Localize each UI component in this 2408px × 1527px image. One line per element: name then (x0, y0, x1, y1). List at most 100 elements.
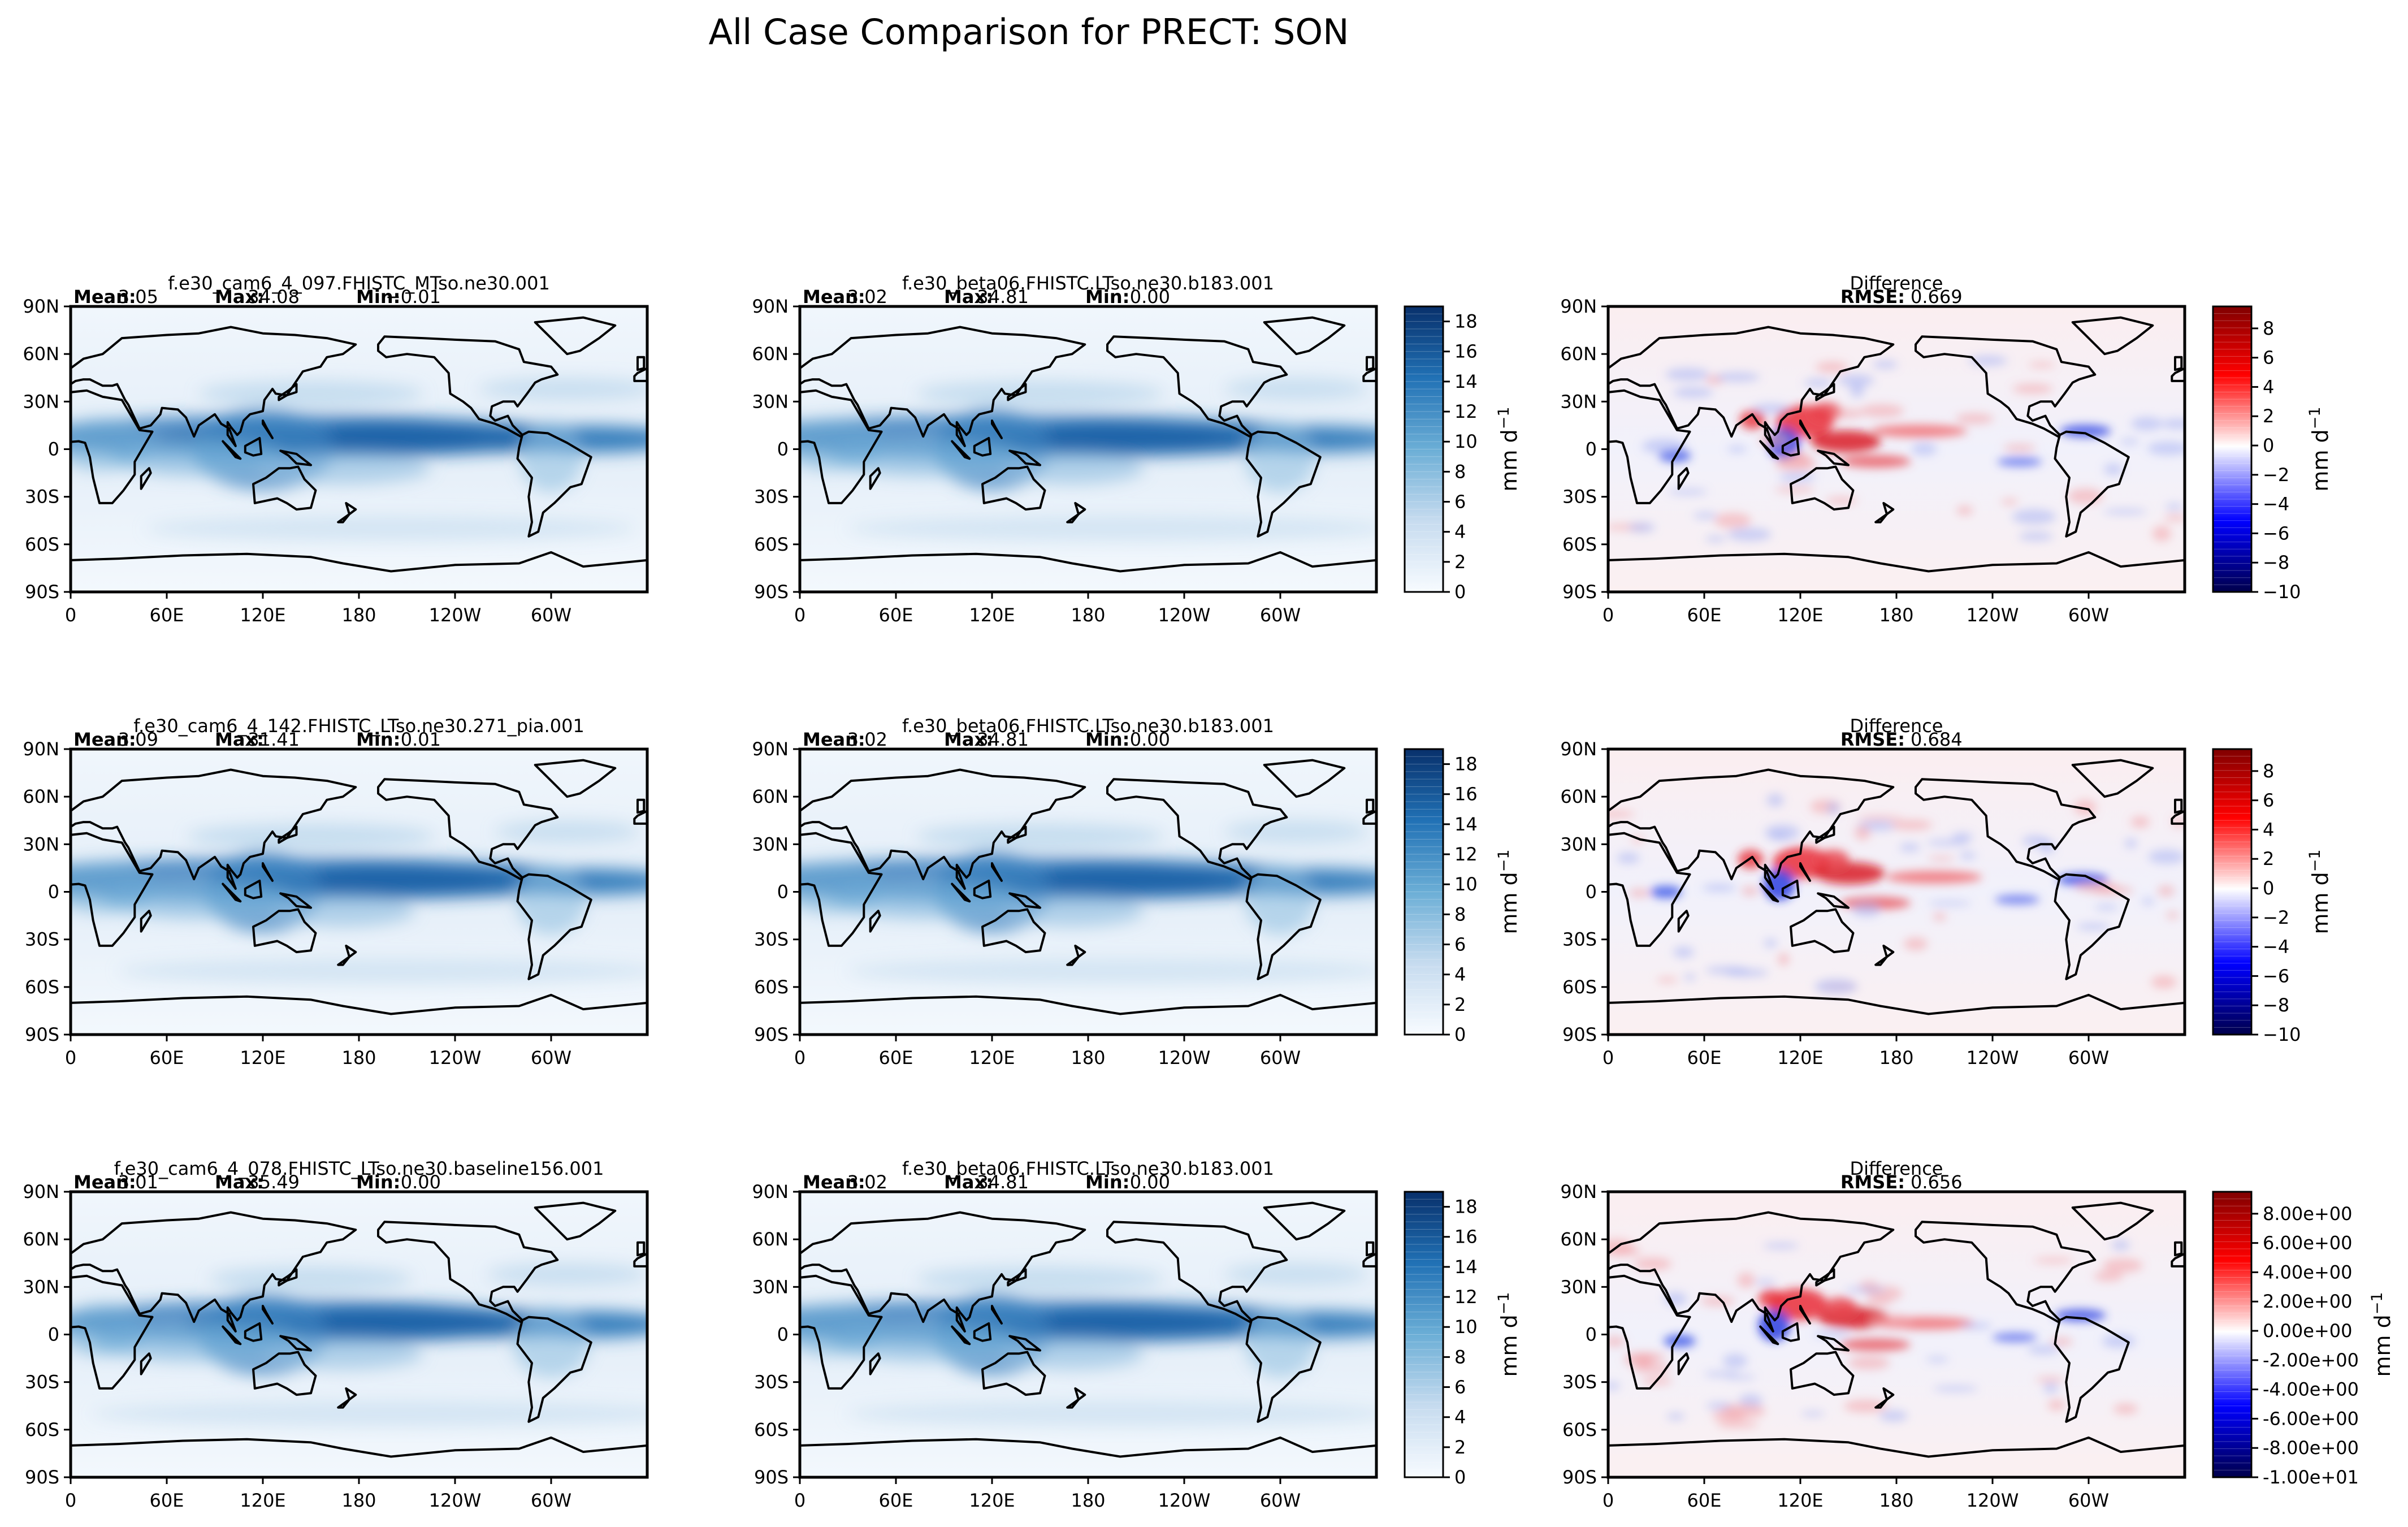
colorbar-frame (1404, 748, 1444, 1036)
stat-label: Mean: (803, 286, 865, 308)
coastlines (1608, 759, 2185, 1035)
difference-title: Difference (1850, 715, 1943, 737)
coastline (71, 768, 357, 890)
x-tick-label: 60E (1687, 1490, 1722, 1511)
coastline (1915, 1221, 2097, 1323)
y-tick-label: 0 (1586, 439, 1597, 460)
x-tick-label: 120E (969, 1490, 1015, 1511)
y-tick-label: 90N (1560, 1181, 1597, 1202)
coastline (262, 862, 274, 882)
y-tick-label: 0 (777, 439, 789, 460)
coastline (951, 1325, 971, 1346)
coastline (140, 1352, 152, 1375)
x-tick-label: 60E (879, 604, 913, 626)
x-tick-label: 60W (2068, 1047, 2109, 1069)
colorbar-label: mm d−1 (2306, 406, 2333, 491)
map-panel: 0 60E 120E 180 120W 60W 90N 60N 30N 0 30S 60S 90S (23, 296, 649, 626)
coastline (1366, 798, 1375, 814)
figure-title: All Case Comparison for PRECT: SON (708, 11, 1349, 53)
y-tick-label: 30S (754, 1372, 789, 1393)
case-name: f.e30_beta06.FHISTC.LTso.ne30.b183.001 (902, 272, 1274, 294)
coastline (973, 879, 992, 899)
y-tick-label: 30S (1562, 929, 1597, 950)
coastline (1362, 1252, 1376, 1268)
coastline (2071, 1201, 2154, 1241)
colorbar-tick-label: 4 (2263, 376, 2274, 397)
coastline (973, 1322, 992, 1342)
y-tick-label: 30N (752, 391, 789, 412)
colorbar-tick-label: 0 (1454, 1024, 1466, 1045)
colorbar-tick-label: 2 (2263, 405, 2274, 427)
precip-colorbar: 0 2 4 6 8 10 12 14 16 18 mm d−1 (1404, 1191, 1522, 1488)
y-tick-label: 60N (1560, 1228, 1597, 1250)
stat-label: Max: (215, 729, 264, 750)
coastline (1008, 1335, 1041, 1352)
coastline (377, 778, 559, 881)
stat-label: Max: (944, 729, 993, 750)
x-tick-label: 180 (341, 1047, 376, 1069)
coastline (1915, 778, 2097, 881)
y-tick-label: 60S (754, 976, 789, 998)
y-tick-label: 30N (752, 1276, 789, 1297)
colorbar-tick-label: 8 (2263, 318, 2274, 339)
colorbar-tick-label: -1.00e+01 (2263, 1467, 2359, 1488)
panel-header: f.e30_cam6_4_142.FHISTC_LTso.ne30.271_pi… (73, 715, 584, 750)
x-tick-label: 0 (794, 1047, 805, 1069)
stat-label: Min: (356, 1171, 400, 1193)
stat-value: 0.00 (1130, 286, 1170, 308)
coastline (1790, 1351, 1855, 1396)
coastline (1759, 440, 1779, 460)
colorbar-frame (2212, 748, 2253, 1036)
colorbar-label-sup: −1 (1495, 849, 1513, 872)
x-tick-label: 180 (1071, 1490, 1105, 1511)
coastline (1366, 1241, 1375, 1257)
colorbar-tick-label: 4 (1454, 521, 1466, 543)
colorbar-tick-label: 10 (1454, 1316, 1478, 1338)
coastline (222, 440, 242, 460)
x-tick-label: 180 (1071, 1047, 1105, 1069)
colorbar-tick-label: 12 (1454, 1286, 1478, 1308)
colorbar-gradient (2213, 306, 2251, 592)
y-tick-label: 0 (777, 1324, 789, 1346)
colorbar-tick-label: 4 (2263, 819, 2274, 840)
y-tick-label: 60N (752, 786, 789, 807)
stat-value: 3.05 (118, 286, 158, 308)
colorbar-tick-label: 10 (1454, 431, 1478, 452)
stat-value: 3.09 (118, 729, 158, 750)
colorbar-tick-label: 6.00e+00 (2263, 1232, 2352, 1254)
rmse-value: 0.669 (1911, 286, 1963, 308)
coastline (1815, 383, 1835, 401)
colorbar-tick-label: −4 (2263, 494, 2289, 515)
coastline (1008, 892, 1041, 909)
coastline (516, 873, 592, 980)
x-tick-label: 120W (429, 1490, 482, 1511)
stat-value: 35.49 (248, 1171, 300, 1193)
y-tick-label: 90N (752, 738, 789, 760)
x-tick-label: 60W (1260, 604, 1301, 626)
map-panel: 0 60E 120E 180 120W 60W 90N 60N 30N 0 30S 60S 90S (23, 738, 649, 1069)
colorbar-tick-label: -2.00e+00 (2263, 1349, 2359, 1371)
colorbar-tick-label: 6 (1454, 491, 1466, 513)
stat-value: 31.41 (248, 729, 300, 750)
coastline (1677, 910, 1690, 933)
colorbar-tick-label: 2.00e+00 (2263, 1291, 2352, 1312)
y-tick-label: 90S (25, 1024, 59, 1045)
coastline (1677, 1352, 1690, 1375)
colorbar-tick-label: −8 (2263, 994, 2289, 1016)
x-tick-label: 0 (1603, 604, 1614, 626)
coastline (278, 383, 298, 401)
map-background (1608, 1192, 2185, 1477)
coastline (1263, 316, 1346, 356)
colorbar-tick-label: 8 (2263, 760, 2274, 782)
stat-label: Min: (356, 286, 400, 308)
colorbar-tick-label: 18 (1454, 311, 1478, 332)
x-tick-label: 60E (150, 1047, 184, 1069)
y-tick-label: 0 (777, 881, 789, 903)
colorbar-tick-label: 0 (2263, 435, 2274, 456)
colorbar-tick-label: 0 (1454, 581, 1466, 603)
coastline (1008, 449, 1041, 466)
y-tick-label: 30S (25, 929, 59, 950)
y-tick-label: 90S (754, 1024, 789, 1045)
coastline (1608, 389, 1691, 504)
x-tick-label: 180 (1879, 1047, 1913, 1069)
